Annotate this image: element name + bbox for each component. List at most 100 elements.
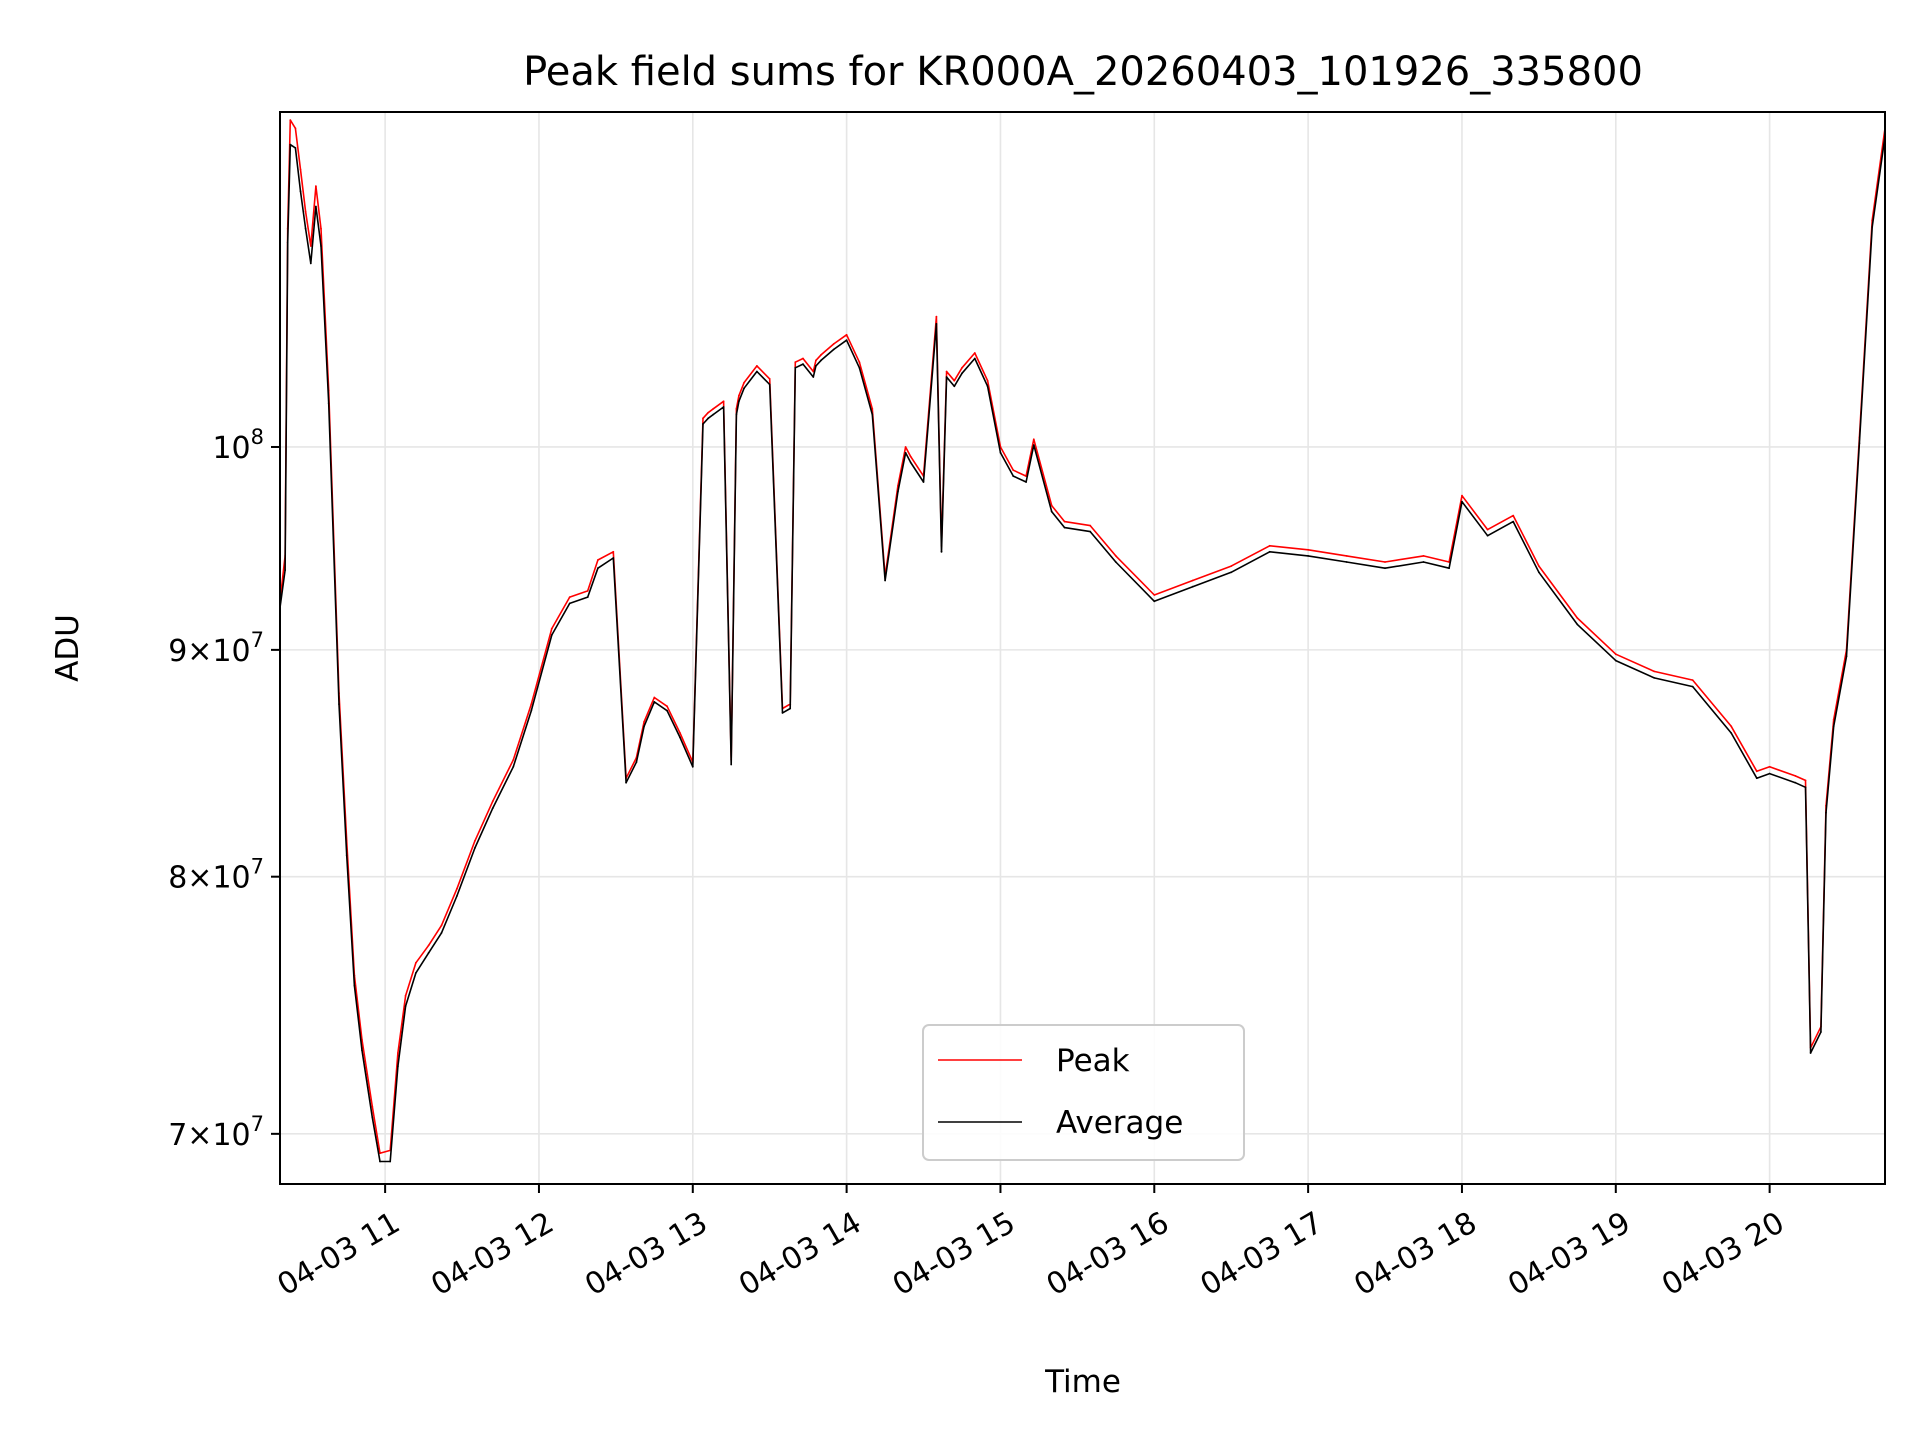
- data-point-average: [586, 596, 589, 598]
- data-point-average: [1032, 444, 1035, 446]
- y-tick-label: 8×107: [168, 855, 264, 896]
- data-point-peak: [294, 127, 297, 130]
- data-point-average: [286, 241, 289, 244]
- data-point-average: [635, 761, 638, 764]
- data-point-average: [1089, 530, 1092, 533]
- data-point-peak: [768, 378, 771, 380]
- data-point-peak: [679, 732, 681, 734]
- data-point-peak: [707, 411, 710, 414]
- data-point-average: [1230, 571, 1233, 574]
- data-point-peak: [986, 379, 989, 382]
- data-point-peak: [304, 210, 307, 213]
- data-point-average: [789, 707, 792, 710]
- data-point-average: [491, 807, 494, 809]
- data-point-average: [1538, 571, 1540, 574]
- series-layer: [279, 119, 1886, 1163]
- data-point-peak: [702, 417, 704, 420]
- legend: Peak Average: [922, 1024, 1245, 1161]
- data-point-average: [1794, 781, 1797, 784]
- data-point-average: [1512, 520, 1515, 523]
- data-point-peak: [1345, 555, 1348, 557]
- data-point-average: [1730, 732, 1733, 734]
- data-point-peak: [371, 1105, 374, 1108]
- data-point-average: [289, 143, 292, 146]
- data-point-average: [945, 376, 948, 378]
- data-point-peak: [397, 1052, 399, 1054]
- data-point-peak: [299, 168, 302, 171]
- data-point-average: [361, 1049, 363, 1052]
- data-point-peak: [289, 119, 292, 121]
- data-point-average: [1012, 475, 1015, 477]
- data-point-peak: [491, 800, 494, 803]
- data-point-average: [1153, 600, 1156, 603]
- data-point-average: [904, 451, 907, 454]
- data-point-peak: [909, 455, 912, 458]
- data-point-average: [315, 205, 317, 208]
- data-point-peak: [1063, 520, 1066, 523]
- data-point-average: [973, 357, 976, 360]
- y-tick-label: 7×107: [168, 1112, 264, 1153]
- data-point-peak: [1384, 561, 1386, 563]
- data-point-average: [1809, 1052, 1812, 1054]
- data-point-peak: [1230, 565, 1233, 567]
- data-point-peak: [1538, 565, 1540, 567]
- data-point-peak: [530, 703, 533, 705]
- data-point-peak: [440, 924, 443, 927]
- data-point-average: [679, 736, 681, 739]
- data-point-average: [1191, 585, 1194, 588]
- data-point-average: [1614, 659, 1617, 662]
- data-point-peak: [935, 315, 938, 318]
- data-point-peak: [858, 361, 861, 364]
- data-point-average: [743, 387, 745, 390]
- data-point-peak: [474, 840, 476, 842]
- data-point-average: [371, 1116, 374, 1119]
- data-point-average: [294, 147, 297, 149]
- y-tick-exponent: 7: [251, 628, 264, 652]
- data-point-average: [568, 602, 571, 605]
- data-point-peak: [722, 400, 725, 403]
- data-point-peak: [904, 446, 907, 448]
- plot-area: [279, 111, 1886, 1185]
- data-point-average: [768, 383, 771, 386]
- data-point-peak: [597, 559, 599, 561]
- data-point-average: [999, 451, 1002, 454]
- data-point-average: [1063, 526, 1066, 529]
- y-tick-exponent: 7: [251, 1112, 264, 1136]
- legend-box: [922, 1024, 1245, 1161]
- data-point-peak: [1153, 594, 1156, 596]
- data-point-average: [730, 763, 733, 766]
- data-point-peak: [871, 407, 874, 410]
- data-point-peak: [1614, 653, 1617, 656]
- data-point-peak: [945, 370, 948, 373]
- data-point-average: [1845, 655, 1848, 658]
- data-point-average: [597, 567, 599, 570]
- data-point-average: [922, 481, 925, 483]
- data-point-average: [530, 709, 533, 712]
- data-point-peak: [973, 352, 976, 354]
- y-axis-label: ADU: [50, 614, 86, 682]
- plot-background: [280, 112, 1885, 1184]
- data-point-average: [397, 1065, 399, 1068]
- data-point-peak: [712, 407, 715, 410]
- data-point-average: [961, 372, 963, 375]
- data-point-peak: [1512, 514, 1515, 517]
- plot-frame: [279, 111, 1886, 1185]
- data-point-peak: [1191, 579, 1194, 582]
- data-point-average: [440, 932, 443, 934]
- data-point-average: [935, 323, 938, 325]
- data-point-peak: [1050, 504, 1053, 507]
- data-point-average: [1691, 685, 1694, 688]
- data-point-peak: [743, 381, 745, 384]
- data-point-peak: [953, 379, 956, 382]
- chart-title: Peak field sums for KR000A_20260403_1019…: [523, 49, 1643, 95]
- data-point-average: [884, 579, 886, 582]
- data-point-peak: [738, 394, 740, 397]
- data-point-peak: [456, 887, 458, 890]
- data-point-average: [702, 423, 704, 425]
- data-point-average: [1804, 786, 1807, 789]
- data-point-average: [712, 413, 715, 416]
- data-point-average: [738, 400, 740, 403]
- data-point-peak: [1794, 775, 1797, 777]
- data-point-average: [625, 781, 627, 784]
- data-point-peak: [379, 1152, 381, 1155]
